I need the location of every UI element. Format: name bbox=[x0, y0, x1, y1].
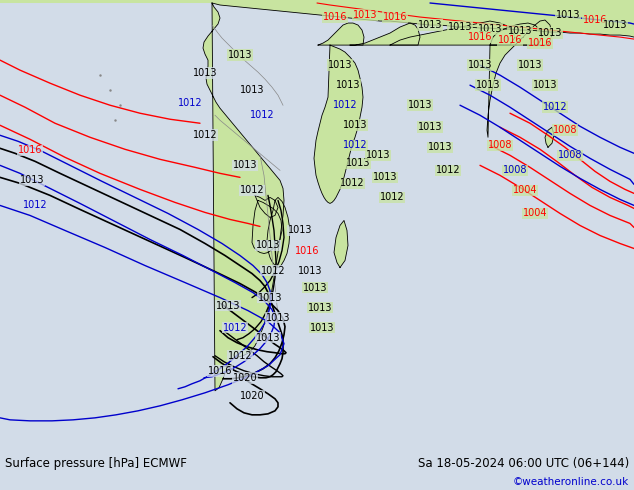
Text: 1013: 1013 bbox=[418, 122, 443, 132]
Text: 1013: 1013 bbox=[518, 60, 542, 70]
Text: 1016: 1016 bbox=[468, 32, 492, 42]
Text: 1012: 1012 bbox=[178, 98, 202, 108]
Text: 1012: 1012 bbox=[333, 100, 358, 110]
Polygon shape bbox=[318, 23, 364, 45]
Text: 1013: 1013 bbox=[508, 26, 533, 36]
Text: 1013: 1013 bbox=[603, 20, 627, 30]
Text: 1013: 1013 bbox=[298, 266, 322, 275]
Text: 1012: 1012 bbox=[228, 351, 252, 361]
Text: 1008: 1008 bbox=[488, 140, 512, 150]
Text: 1016: 1016 bbox=[18, 146, 42, 155]
Text: 1013: 1013 bbox=[346, 158, 370, 169]
Polygon shape bbox=[203, 3, 284, 391]
Text: Sa 18-05-2024 06:00 UTC (06+144): Sa 18-05-2024 06:00 UTC (06+144) bbox=[418, 457, 629, 470]
Polygon shape bbox=[350, 23, 420, 45]
Text: 1020: 1020 bbox=[240, 391, 264, 401]
Text: 1016: 1016 bbox=[583, 15, 607, 25]
Text: 1013: 1013 bbox=[303, 283, 327, 293]
Text: 1004: 1004 bbox=[513, 185, 537, 196]
Text: 1004: 1004 bbox=[523, 208, 547, 219]
Polygon shape bbox=[252, 200, 282, 253]
Polygon shape bbox=[390, 21, 515, 45]
Text: 1012: 1012 bbox=[23, 200, 48, 210]
Text: 1012: 1012 bbox=[223, 322, 247, 333]
Text: 1013: 1013 bbox=[307, 303, 332, 313]
Polygon shape bbox=[490, 23, 542, 45]
Text: 1013: 1013 bbox=[328, 60, 353, 70]
Text: 1013: 1013 bbox=[256, 241, 280, 250]
Text: 1013: 1013 bbox=[468, 60, 492, 70]
Text: 1013: 1013 bbox=[418, 20, 443, 30]
Text: 1012: 1012 bbox=[343, 140, 367, 150]
Text: 1013: 1013 bbox=[353, 10, 377, 20]
Text: 1016: 1016 bbox=[323, 12, 347, 22]
Text: 1012: 1012 bbox=[436, 165, 460, 175]
Text: 1013: 1013 bbox=[216, 301, 240, 311]
Text: 1013: 1013 bbox=[288, 225, 313, 236]
Text: 1013: 1013 bbox=[233, 160, 257, 171]
Polygon shape bbox=[314, 45, 363, 203]
Text: 1013: 1013 bbox=[258, 293, 282, 303]
Text: 1013: 1013 bbox=[193, 68, 217, 78]
Text: 1013: 1013 bbox=[20, 175, 44, 185]
Text: 1013: 1013 bbox=[336, 80, 360, 90]
Polygon shape bbox=[255, 196, 278, 218]
Text: 1012: 1012 bbox=[240, 185, 264, 196]
Text: 1013: 1013 bbox=[366, 150, 391, 160]
Text: 1020: 1020 bbox=[233, 373, 257, 383]
Text: 1012: 1012 bbox=[250, 110, 275, 120]
Text: 1013: 1013 bbox=[478, 24, 502, 34]
Text: 1013: 1013 bbox=[228, 50, 252, 60]
Text: 1013: 1013 bbox=[256, 333, 280, 343]
Text: 1013: 1013 bbox=[408, 100, 432, 110]
Text: 1013: 1013 bbox=[428, 142, 452, 152]
Text: 1016: 1016 bbox=[295, 245, 320, 255]
Text: 1013: 1013 bbox=[343, 120, 367, 130]
Text: 1013: 1013 bbox=[373, 172, 398, 182]
Text: 1016: 1016 bbox=[498, 35, 522, 45]
Text: 1016: 1016 bbox=[383, 12, 407, 22]
Text: 1012: 1012 bbox=[543, 102, 567, 112]
Text: 1012: 1012 bbox=[380, 193, 404, 202]
Text: 1012: 1012 bbox=[193, 130, 217, 140]
Polygon shape bbox=[487, 20, 552, 137]
Polygon shape bbox=[0, 0, 634, 37]
Text: 1008: 1008 bbox=[558, 150, 582, 160]
Text: Surface pressure [hPa] ECMWF: Surface pressure [hPa] ECMWF bbox=[5, 457, 187, 470]
Polygon shape bbox=[545, 127, 554, 147]
Text: 1013: 1013 bbox=[310, 322, 334, 333]
Text: 1013: 1013 bbox=[266, 313, 290, 322]
Text: 1008: 1008 bbox=[503, 165, 527, 175]
Text: 1016: 1016 bbox=[527, 38, 552, 48]
Polygon shape bbox=[267, 197, 290, 268]
Text: 1013: 1013 bbox=[448, 22, 472, 32]
Text: 1013: 1013 bbox=[476, 80, 500, 90]
Text: 1013: 1013 bbox=[533, 80, 557, 90]
Text: 1008: 1008 bbox=[553, 125, 577, 135]
Text: 1016: 1016 bbox=[208, 366, 232, 376]
Text: 1013: 1013 bbox=[556, 10, 580, 20]
Text: ©weatheronline.co.uk: ©weatheronline.co.uk bbox=[513, 477, 629, 487]
Text: 1013: 1013 bbox=[240, 85, 264, 95]
Text: 1012: 1012 bbox=[261, 266, 285, 275]
Text: 1013: 1013 bbox=[538, 28, 562, 38]
Text: 1012: 1012 bbox=[340, 178, 365, 188]
Polygon shape bbox=[334, 220, 348, 268]
